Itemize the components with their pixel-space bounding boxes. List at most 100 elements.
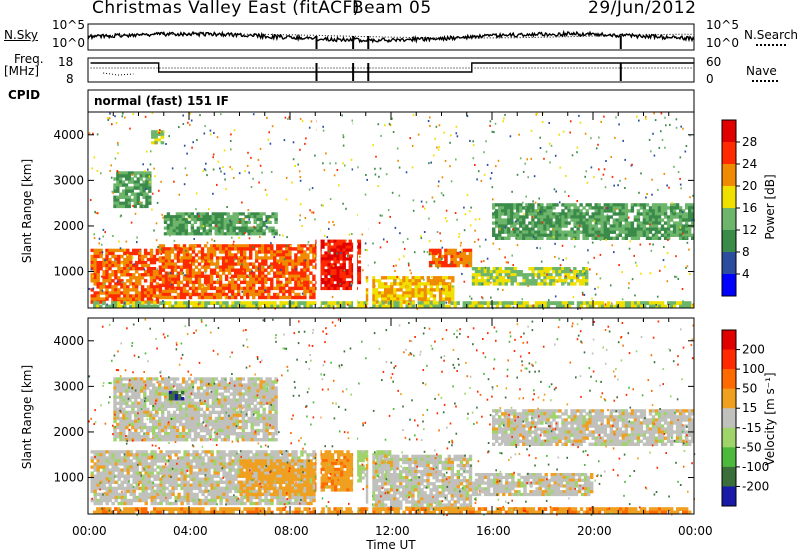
heatmap-cell — [246, 256, 250, 260]
heatmap-cell — [138, 260, 142, 265]
heatmap-cell — [492, 206, 496, 210]
heatmap-cell — [182, 253, 187, 257]
heatmap-speckle — [484, 238, 487, 241]
heatmap-cell — [123, 495, 127, 500]
heatmap-speckle — [294, 165, 296, 167]
heatmap-cell — [156, 471, 160, 475]
heatmap-cell — [96, 498, 100, 503]
heatmap-cell — [594, 206, 598, 210]
heatmap-cell — [570, 203, 574, 207]
heatmap-speckle — [599, 277, 602, 280]
heatmap-cell — [378, 304, 382, 309]
heatmap-cell — [558, 230, 562, 234]
heatmap-speckle — [604, 303, 607, 306]
heatmap-cell — [124, 192, 129, 196]
heatmap-cell — [181, 232, 186, 236]
heatmap-cell — [555, 212, 559, 216]
heatmap-cell — [507, 221, 511, 225]
heatmap-cell — [231, 453, 235, 457]
heatmap-cell — [525, 209, 529, 213]
heatmap-cell — [528, 273, 532, 277]
heatmap-cell — [159, 495, 163, 500]
heatmap-cell — [285, 271, 289, 275]
heatmap-speckle — [444, 159, 447, 162]
heatmap-cell — [252, 283, 256, 288]
heatmap-speckle — [558, 257, 560, 260]
heatmap-cell — [270, 450, 274, 454]
heatmap-cell — [170, 286, 175, 291]
heatmap-cell — [234, 456, 238, 460]
heatmap-cell — [258, 280, 262, 285]
heatmap-cell — [235, 215, 239, 219]
heatmap-cell — [324, 283, 328, 288]
heatmap-cell — [420, 297, 424, 301]
heatmap-cell — [501, 209, 505, 213]
heatmap-speckle — [342, 144, 345, 147]
heatmap-speckle — [266, 225, 268, 228]
heatmap-cell — [309, 280, 313, 285]
heatmap-speckle — [565, 257, 568, 260]
heatmap-cell — [258, 271, 262, 275]
heatmap-cell — [99, 471, 103, 475]
heatmap-cell — [651, 227, 656, 231]
heatmap-cell — [220, 223, 224, 227]
heatmap-speckle — [365, 174, 367, 176]
heatmap-cell — [174, 495, 178, 500]
heatmap-cell — [120, 285, 124, 289]
heatmap-cell — [540, 215, 544, 219]
heatmap-cell — [423, 304, 427, 309]
heatmap-cell — [258, 274, 262, 278]
heatmap-cell — [196, 226, 200, 230]
heatmap-cell — [208, 232, 212, 236]
heatmap-speckle — [168, 277, 171, 280]
nsky-panel-frame — [87, 23, 695, 51]
heatmap-cell — [282, 301, 286, 305]
heatmap-cell — [143, 288, 148, 292]
heatmap-cell — [522, 276, 526, 280]
heatmap-speckle — [194, 244, 197, 247]
heatmap-cell — [187, 232, 192, 236]
heatmap-cell — [172, 232, 177, 236]
heatmap-cell — [141, 462, 145, 466]
heatmap-cell — [216, 483, 220, 487]
heatmap-cell — [129, 304, 133, 309]
heatmap-cell — [195, 492, 199, 497]
heatmap-cell — [642, 221, 647, 225]
heatmap-cell — [339, 278, 343, 282]
heatmap-cell — [564, 236, 568, 240]
heatmap-speckle — [494, 210, 496, 213]
heatmap-cell — [474, 282, 479, 286]
heatmap-cell — [411, 291, 415, 295]
heatmap-cell — [204, 301, 208, 305]
heatmap-cell — [282, 271, 286, 275]
heatmap-cell — [166, 218, 171, 222]
heatmap-cell — [206, 295, 211, 300]
heatmap-cell — [504, 273, 508, 277]
heatmap-cell — [423, 282, 428, 286]
heatmap-speckle — [241, 263, 243, 266]
heatmap-cell — [138, 297, 142, 301]
heatmap-cell — [218, 250, 223, 254]
heatmap-cell — [576, 279, 580, 283]
heatmap-cell — [264, 259, 268, 263]
heatmap-cell — [173, 277, 178, 281]
heatmap-cell — [132, 498, 136, 503]
heatmap-cell — [179, 271, 184, 275]
heatmap-cell — [522, 233, 526, 237]
heatmap-cell — [155, 257, 160, 262]
heatmap-speckle — [252, 113, 255, 116]
heatmap-cell — [543, 209, 547, 213]
heatmap-cell — [552, 279, 556, 283]
heatmap-speckle — [443, 131, 445, 134]
heatmap-cell — [468, 304, 472, 309]
heatmap-cell — [143, 251, 148, 256]
heatmap-speckle — [295, 268, 297, 271]
heatmap-speckle — [255, 303, 258, 306]
heatmap-cell — [136, 177, 140, 181]
heatmap-cell — [279, 286, 283, 291]
heatmap-cell — [120, 300, 124, 304]
heatmap-cell — [114, 492, 118, 497]
heatmap-cell — [265, 218, 269, 222]
heatmap-cell — [142, 183, 146, 187]
heatmap-cell — [185, 253, 190, 257]
